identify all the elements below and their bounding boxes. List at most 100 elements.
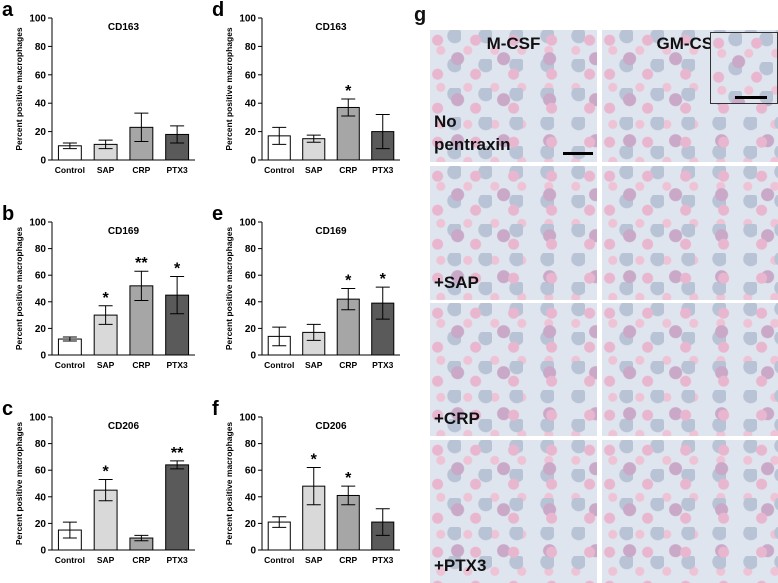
error-bar bbox=[62, 336, 77, 342]
y-tick-label: 100 bbox=[239, 14, 256, 25]
error-bar bbox=[134, 270, 149, 301]
significance: * bbox=[380, 271, 387, 288]
significance: * bbox=[174, 261, 181, 278]
y-tick-label: 40 bbox=[245, 99, 257, 110]
y-tick-label: 0 bbox=[40, 546, 46, 557]
y-tick-label: 60 bbox=[245, 70, 257, 81]
x-tick-label: PTX3 bbox=[372, 555, 394, 565]
scale-bar bbox=[735, 96, 767, 99]
y-tick-label: 40 bbox=[245, 492, 257, 503]
y-tick-label: 20 bbox=[245, 519, 257, 530]
error-bar bbox=[341, 98, 356, 117]
micrograph-image bbox=[430, 166, 597, 300]
significance: ** bbox=[171, 445, 184, 462]
error-bar bbox=[62, 521, 77, 539]
y-tick-label: 40 bbox=[245, 297, 257, 308]
row-label: +SAP bbox=[434, 273, 479, 292]
y-tick-label: 40 bbox=[35, 297, 47, 308]
error-bar bbox=[98, 305, 113, 325]
panel-letter: f bbox=[212, 398, 219, 420]
column-label: M-CSF bbox=[486, 34, 541, 53]
error-bar bbox=[306, 323, 321, 341]
chart-title: CD206 bbox=[108, 421, 140, 432]
y-tick-label: 40 bbox=[35, 99, 47, 110]
x-tick-label: CRP bbox=[339, 165, 357, 175]
error-bar bbox=[272, 326, 287, 347]
x-tick-label: SAP bbox=[97, 165, 115, 175]
panel-letter: a bbox=[2, 0, 14, 21]
y-tick-label: 100 bbox=[29, 218, 46, 229]
x-tick-label: SAP bbox=[305, 360, 323, 370]
error-bar bbox=[375, 114, 390, 150]
y-tick-label: 80 bbox=[245, 244, 257, 255]
error-bar bbox=[62, 142, 77, 150]
column-label: GM-CSF bbox=[656, 34, 724, 53]
x-tick-label: Control bbox=[55, 165, 85, 175]
x-tick-label: CRP bbox=[132, 555, 150, 565]
y-axis-label: Percent positive macrophages bbox=[224, 227, 234, 351]
panel-letter: e bbox=[212, 203, 223, 225]
bar bbox=[165, 464, 190, 551]
x-tick-label: Control bbox=[264, 165, 294, 175]
chart-title: CD206 bbox=[315, 421, 347, 432]
y-tick-label: 100 bbox=[29, 14, 46, 25]
panel-letter: b bbox=[2, 203, 14, 225]
x-tick-label: CRP bbox=[132, 165, 150, 175]
chart-title: CD169 bbox=[315, 226, 347, 237]
panel-letter: c bbox=[2, 398, 13, 420]
panel-letter: g bbox=[414, 4, 427, 26]
error-bar bbox=[272, 126, 287, 145]
x-tick-label: PTX3 bbox=[372, 360, 394, 370]
error-bar bbox=[98, 139, 113, 150]
y-axis-label: Percent positive macrophages bbox=[14, 27, 24, 151]
y-tick-label: 80 bbox=[35, 439, 47, 450]
x-tick-label: Control bbox=[264, 360, 294, 370]
y-tick-label: 80 bbox=[245, 439, 257, 450]
x-tick-label: PTX3 bbox=[166, 360, 188, 370]
y-axis-label: Percent positive macrophages bbox=[14, 227, 24, 351]
micrograph-image bbox=[430, 303, 597, 436]
y-tick-label: 60 bbox=[35, 70, 47, 81]
significance: ** bbox=[135, 255, 148, 272]
significance: * bbox=[345, 83, 352, 100]
micrograph-image bbox=[602, 303, 778, 436]
error-bar bbox=[341, 485, 356, 506]
y-tick-label: 60 bbox=[35, 271, 47, 282]
micrograph-image bbox=[430, 440, 597, 583]
chart-title: CD163 bbox=[108, 22, 140, 33]
x-tick-label: PTX3 bbox=[372, 165, 394, 175]
y-tick-label: 80 bbox=[35, 42, 47, 53]
scale-bar bbox=[563, 152, 593, 155]
y-tick-label: 20 bbox=[245, 324, 257, 335]
y-tick-label: 100 bbox=[29, 413, 46, 424]
y-tick-label: 0 bbox=[250, 546, 256, 557]
error-bar bbox=[134, 534, 149, 542]
error-bar bbox=[98, 479, 113, 502]
inset-image bbox=[710, 32, 778, 104]
micrograph-image bbox=[602, 440, 778, 583]
y-tick-label: 60 bbox=[245, 271, 257, 282]
error-bar bbox=[306, 134, 321, 143]
error-bar bbox=[272, 516, 287, 528]
y-tick-label: 0 bbox=[250, 156, 256, 167]
x-tick-label: SAP bbox=[97, 360, 115, 370]
y-tick-label: 60 bbox=[35, 466, 47, 477]
row-label: +CRP bbox=[434, 409, 480, 428]
x-tick-label: PTX3 bbox=[166, 165, 188, 175]
significance: * bbox=[345, 470, 352, 487]
error-bar bbox=[170, 460, 185, 470]
chart-title: CD163 bbox=[315, 22, 347, 33]
x-tick-label: SAP bbox=[305, 555, 323, 565]
row-label: No pentraxin bbox=[434, 112, 511, 154]
chart-title: CD169 bbox=[108, 226, 140, 237]
x-tick-label: SAP bbox=[97, 555, 115, 565]
y-tick-label: 20 bbox=[35, 324, 47, 335]
y-axis-label: Percent positive macrophages bbox=[14, 422, 24, 546]
error-bar bbox=[170, 276, 185, 315]
significance: * bbox=[103, 290, 110, 307]
y-tick-label: 100 bbox=[239, 218, 256, 229]
x-tick-label: CRP bbox=[339, 360, 357, 370]
y-tick-label: 100 bbox=[239, 413, 256, 424]
y-tick-label: 0 bbox=[250, 351, 256, 362]
panel-letter: d bbox=[212, 0, 224, 21]
